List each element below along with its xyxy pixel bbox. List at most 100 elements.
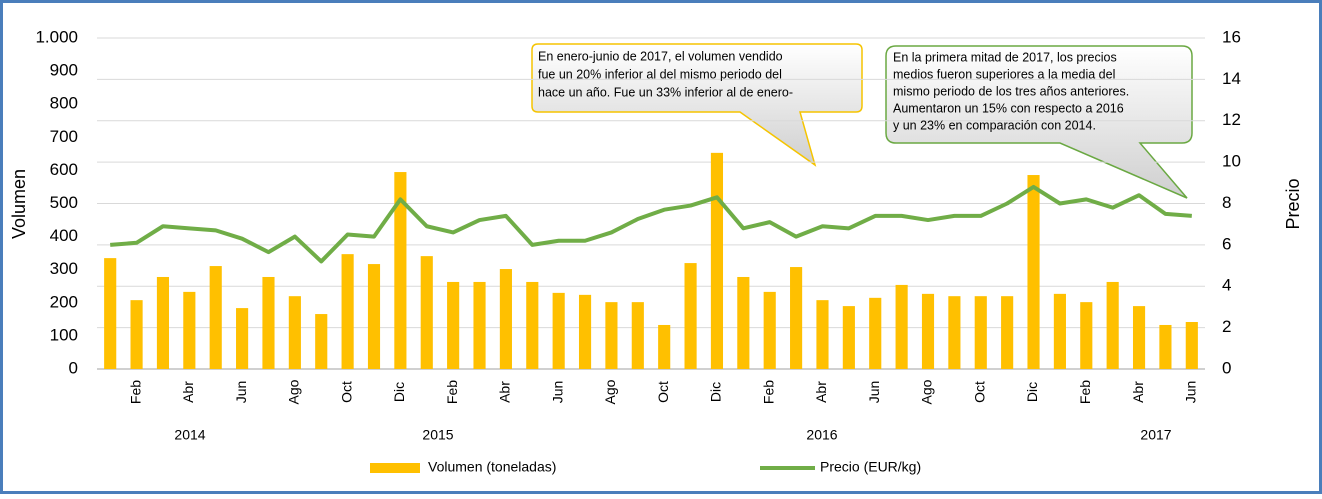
bar <box>842 306 855 369</box>
bar <box>895 284 908 369</box>
bar <box>1027 175 1040 369</box>
y2-tick-label: 4 <box>1222 276 1231 295</box>
bar <box>156 276 170 369</box>
bar <box>209 266 222 369</box>
bar <box>684 263 697 369</box>
y2-tick-label: 0 <box>1222 358 1231 377</box>
x-tick-label: Abr <box>1130 381 1146 403</box>
x-tick-label: Oct <box>655 381 671 403</box>
bar <box>974 296 987 369</box>
bar <box>526 281 539 369</box>
bar <box>420 256 433 369</box>
bar <box>1080 302 1093 369</box>
callout <box>531 43 863 167</box>
bar <box>315 314 328 369</box>
annotation: y un 23% en comparación con 2014. <box>893 118 1096 132</box>
y-tick-label: 300 <box>50 259 78 278</box>
bar <box>236 308 249 369</box>
bar <box>473 281 486 369</box>
bar <box>104 258 117 369</box>
bar <box>130 300 143 369</box>
y-axis-label: Volumen <box>9 169 29 239</box>
bar <box>816 300 829 369</box>
callout <box>885 45 1193 199</box>
y2-tick-label: 8 <box>1222 193 1231 212</box>
bar <box>921 293 935 369</box>
annotation: medios fueron superiores a la media del <box>893 67 1115 81</box>
annotation: En la primera mitad de 2017, los precios <box>893 50 1117 64</box>
y-tick-label: 100 <box>50 325 78 344</box>
x-tick-label: Jun <box>1183 381 1199 404</box>
annotation: Aumentaron un 15% con respecto a 2016 <box>893 101 1124 115</box>
year-label: 2014 <box>174 427 205 443</box>
bar <box>710 152 724 369</box>
x-tick-label: Abr <box>180 381 196 403</box>
bar <box>447 281 460 369</box>
y-tick-label: 800 <box>50 94 78 113</box>
legend-label: Volumen (toneladas) <box>428 459 556 475</box>
annotation: fue un 20% inferior al del mismo periodo… <box>538 67 782 81</box>
y2-tick-label: 6 <box>1222 234 1231 253</box>
x-tick-label: Oct <box>338 381 354 403</box>
x-tick-label: Feb <box>1077 380 1093 404</box>
x-tick-label: Jun <box>549 381 565 404</box>
y2-tick-label: 12 <box>1222 110 1241 129</box>
bar <box>552 292 565 369</box>
bar <box>288 296 301 369</box>
bar <box>341 254 354 369</box>
bar <box>1053 293 1066 369</box>
bar <box>1001 296 1014 369</box>
x-tick-label: Dic <box>708 382 724 402</box>
annotation: mismo periodo de los tres años anteriore… <box>893 84 1129 98</box>
bar <box>1132 306 1146 369</box>
bar <box>499 269 512 369</box>
x-tick-label: Feb <box>444 380 460 404</box>
x-tick-label: Ago <box>919 379 935 404</box>
bar <box>1159 324 1172 369</box>
y-tick-label: 1.000 <box>35 27 78 46</box>
x-tick-label: Ago <box>602 379 618 404</box>
bar <box>1106 281 1119 369</box>
price-line <box>110 184 1192 264</box>
bar <box>367 264 381 369</box>
y2-axis-label: Precio <box>1283 178 1303 229</box>
legend-swatch <box>370 463 420 473</box>
bar <box>658 324 671 369</box>
bar <box>948 296 961 369</box>
x-tick-label: Abr <box>497 381 513 403</box>
x-tick-label: Oct <box>971 381 987 403</box>
y-tick-label: 500 <box>50 193 78 212</box>
bar <box>183 291 196 369</box>
y2-tick-label: 2 <box>1222 317 1231 336</box>
y2-tick-label: 16 <box>1222 27 1241 46</box>
x-tick-label: Ago <box>286 379 302 404</box>
bar <box>763 291 776 369</box>
x-tick-label: Dic <box>391 382 407 402</box>
x-tick-label: Feb <box>760 380 776 404</box>
y-tick-label: 900 <box>50 61 78 80</box>
y-tick-label: 200 <box>50 292 78 311</box>
bar <box>1185 321 1198 369</box>
x-tick-label: Dic <box>1024 382 1040 402</box>
bar <box>631 302 644 369</box>
legend-label: Precio (EUR/kg) <box>820 459 921 475</box>
y-tick-label: 600 <box>50 160 78 179</box>
bar <box>790 267 803 369</box>
bar <box>578 294 592 369</box>
bar <box>737 276 750 369</box>
bar <box>869 297 882 369</box>
y-tick-label: 700 <box>50 127 78 146</box>
year-label: 2017 <box>1140 427 1171 443</box>
year-label: 2016 <box>806 427 837 443</box>
y2-tick-label: 10 <box>1222 152 1241 171</box>
annotation: hace un año. Fue un 33% inferior al de e… <box>538 85 793 99</box>
y2-tick-label: 14 <box>1222 69 1241 88</box>
y-tick-label: 400 <box>50 226 78 245</box>
bar <box>262 276 275 369</box>
y-tick-label: 0 <box>69 358 78 377</box>
year-label: 2015 <box>422 427 453 443</box>
bar <box>394 172 407 369</box>
x-tick-label: Abr <box>813 381 829 403</box>
